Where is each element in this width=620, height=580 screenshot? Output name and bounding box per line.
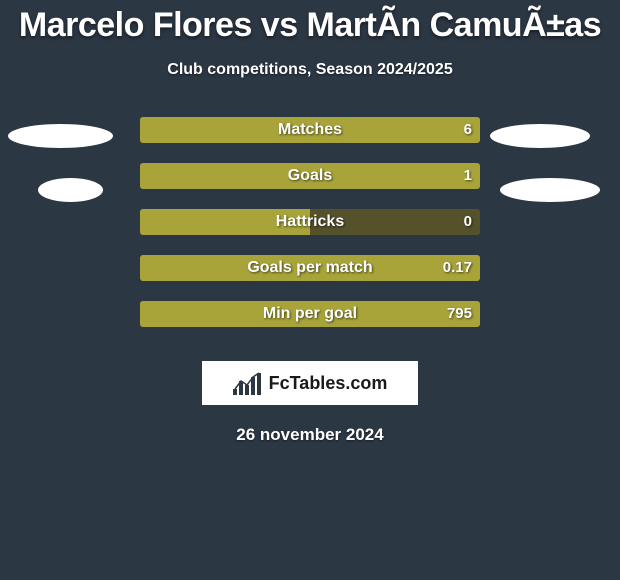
- stat-label: Goals: [140, 163, 480, 189]
- side-ellipse: [500, 178, 600, 202]
- stat-value: 6: [464, 117, 472, 143]
- stat-label: Min per goal: [140, 301, 480, 327]
- side-ellipse: [490, 124, 590, 148]
- stat-value: 0.17: [443, 255, 472, 281]
- stat-value: 0: [464, 209, 472, 235]
- logo-box: FcTables.com: [202, 361, 418, 405]
- stat-row: Hattricks0: [0, 209, 620, 255]
- side-ellipse: [38, 178, 103, 202]
- stat-label: Matches: [140, 117, 480, 143]
- stats-area: Matches6Goals1Hattricks0Goals per match0…: [0, 117, 620, 347]
- logo-text: FcTables.com: [269, 373, 388, 394]
- side-ellipse: [8, 124, 113, 148]
- bar-chart-icon: [233, 371, 263, 395]
- subtitle: Club competitions, Season 2024/2025: [0, 61, 620, 79]
- stat-row: Goals per match0.17: [0, 255, 620, 301]
- logo-inner: FcTables.com: [233, 371, 388, 395]
- stat-value: 1: [464, 163, 472, 189]
- stat-label: Goals per match: [140, 255, 480, 281]
- date-line: 26 november 2024: [0, 425, 620, 445]
- stat-row: Min per goal795: [0, 301, 620, 347]
- stat-label: Hattricks: [140, 209, 480, 235]
- stat-value: 795: [447, 301, 472, 327]
- page-title: Marcelo Flores vs MartÃn CamuÃ±as: [0, 0, 620, 45]
